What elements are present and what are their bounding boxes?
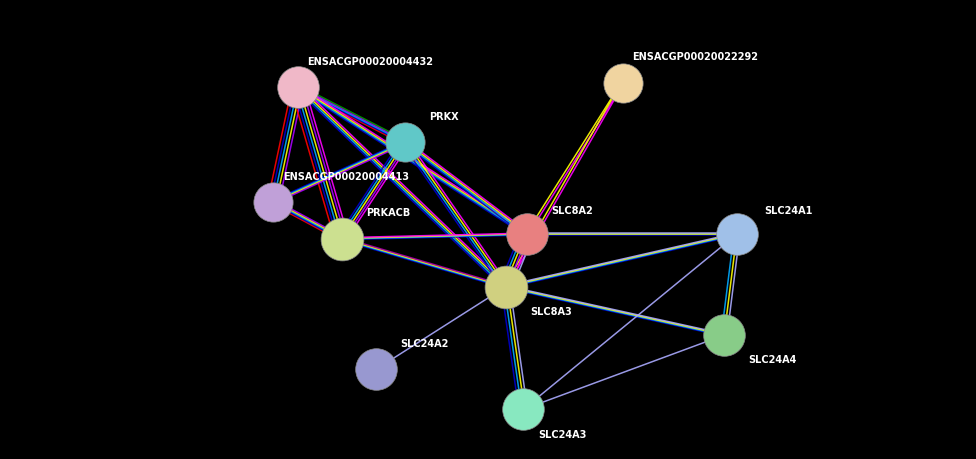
Point	[290, 84, 305, 91]
Text: PRKACB: PRKACB	[366, 208, 410, 218]
Text: SLC24A3: SLC24A3	[538, 430, 587, 440]
Text: ENSACGP00020004413: ENSACGP00020004413	[283, 172, 409, 182]
Text: ENSACGP00020004432: ENSACGP00020004432	[307, 57, 433, 67]
Point	[397, 139, 413, 146]
Point	[265, 198, 281, 206]
Text: SLC24A4: SLC24A4	[749, 355, 797, 365]
Point	[716, 331, 732, 339]
Point	[729, 230, 745, 238]
Point	[334, 235, 349, 242]
Point	[368, 366, 384, 373]
Text: ENSACGP00020022292: ENSACGP00020022292	[632, 52, 758, 62]
Point	[519, 230, 535, 238]
Point	[615, 79, 630, 86]
Text: SLC8A3: SLC8A3	[530, 307, 572, 317]
Text: PRKX: PRKX	[429, 112, 459, 122]
Point	[498, 283, 513, 291]
Point	[515, 406, 531, 413]
Text: SLC24A1: SLC24A1	[764, 206, 813, 216]
Text: SLC24A2: SLC24A2	[400, 339, 449, 349]
Text: SLC8A2: SLC8A2	[551, 206, 593, 216]
